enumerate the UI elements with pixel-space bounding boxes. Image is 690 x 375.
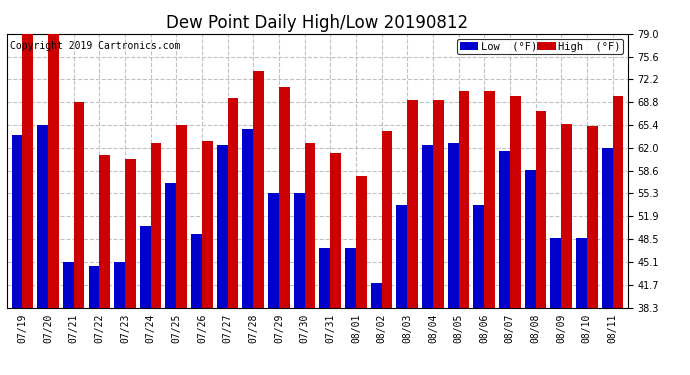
Bar xyxy=(217,145,228,308)
Bar xyxy=(125,159,136,308)
Bar xyxy=(524,170,535,308)
Bar xyxy=(448,143,459,308)
Title: Dew Point Daily High/Low 20190812: Dew Point Daily High/Low 20190812 xyxy=(166,14,469,32)
Bar xyxy=(319,248,331,308)
Bar xyxy=(242,129,253,308)
Bar xyxy=(22,34,33,308)
Bar xyxy=(613,96,623,308)
Bar xyxy=(114,262,125,308)
Bar xyxy=(331,153,341,308)
Bar xyxy=(345,248,356,308)
Bar xyxy=(150,143,161,308)
Bar xyxy=(535,111,546,308)
Bar xyxy=(202,141,213,308)
Bar xyxy=(576,237,586,308)
Bar xyxy=(304,143,315,308)
Bar xyxy=(382,131,393,308)
Bar xyxy=(433,100,444,308)
Bar xyxy=(74,102,84,308)
Bar xyxy=(459,91,469,308)
Bar xyxy=(191,234,202,308)
Bar xyxy=(37,125,48,308)
Legend: Low  (°F), High  (°F): Low (°F), High (°F) xyxy=(457,39,622,54)
Bar xyxy=(63,262,74,308)
Bar xyxy=(140,226,150,308)
Bar xyxy=(397,205,407,308)
Bar xyxy=(602,148,613,308)
Bar xyxy=(294,193,304,308)
Bar xyxy=(279,87,290,308)
Bar xyxy=(166,183,176,308)
Bar xyxy=(228,98,238,308)
Bar xyxy=(99,155,110,308)
Bar xyxy=(499,152,510,308)
Bar xyxy=(48,34,59,308)
Bar xyxy=(422,145,433,308)
Bar xyxy=(88,266,99,308)
Bar xyxy=(510,96,521,308)
Bar xyxy=(356,176,366,308)
Bar xyxy=(407,100,418,308)
Bar xyxy=(551,238,561,308)
Bar xyxy=(484,91,495,308)
Text: Copyright 2019 Cartronics.com: Copyright 2019 Cartronics.com xyxy=(10,40,180,51)
Bar xyxy=(176,125,187,308)
Bar xyxy=(473,205,484,308)
Bar xyxy=(586,126,598,308)
Bar xyxy=(371,283,382,308)
Bar xyxy=(12,135,22,308)
Bar xyxy=(561,124,572,308)
Bar xyxy=(268,193,279,308)
Bar xyxy=(253,71,264,308)
